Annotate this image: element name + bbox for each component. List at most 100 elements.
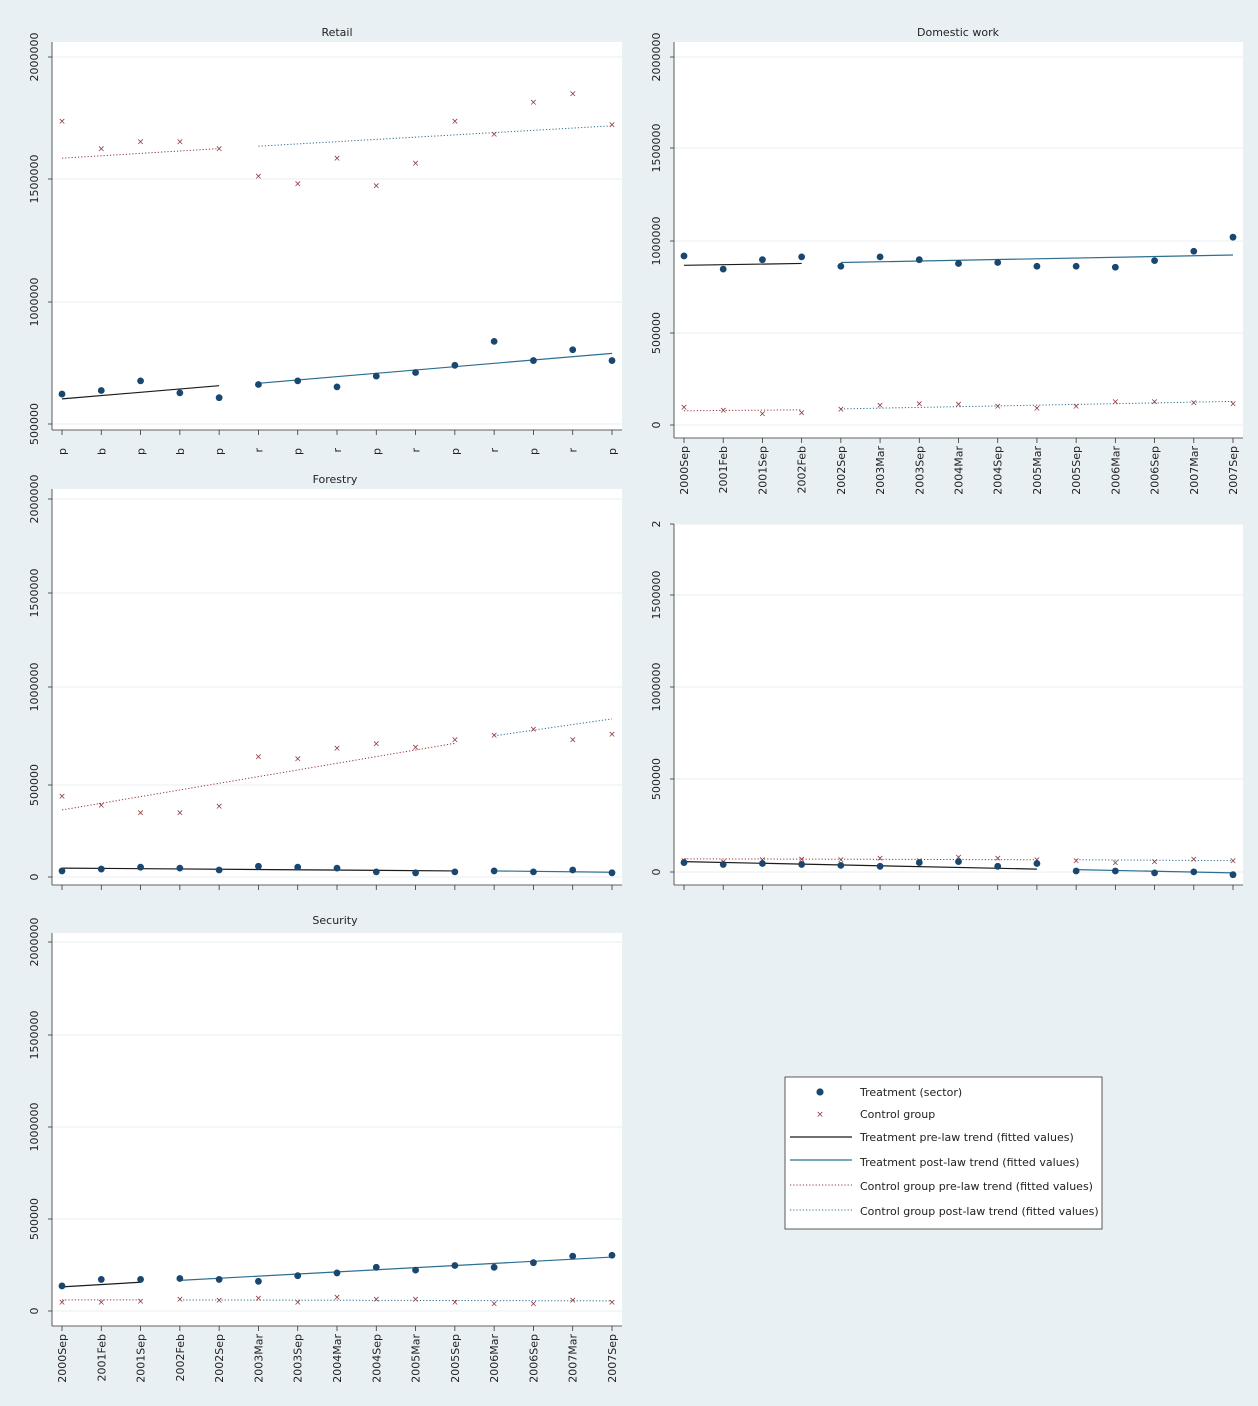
chart-panel-retail: Retail 500000 1000000 1500000 2000000 p b p b p r p…: [28, 26, 622, 455]
treatment-point: [1033, 262, 1041, 270]
treatment-point: [569, 1252, 577, 1260]
treatment-point: [1190, 247, 1198, 255]
control-point: ×: [490, 130, 498, 140]
treatment-point: [490, 867, 498, 875]
x-tick-label: 2004Sep: [370, 1334, 383, 1383]
treatment-point: [759, 860, 766, 867]
control-point: ×: [1229, 857, 1237, 867]
treatment-point: [1072, 262, 1080, 270]
treatment-point: [608, 1251, 616, 1259]
y-tick-label: 0: [28, 874, 41, 881]
control-point: ×: [490, 1300, 498, 1310]
treatment-point: [58, 390, 66, 398]
control-point: ×: [137, 809, 145, 819]
control-point: ×: [451, 1298, 459, 1308]
control-point: ×: [98, 801, 106, 811]
x-tick-label: 2007Sep: [606, 1334, 619, 1383]
x-tick-label: 2006Sep: [527, 1334, 540, 1383]
legend-dot-marker: [816, 1088, 824, 1096]
treatment-point: [97, 1276, 105, 1283]
treatment-point: [176, 864, 184, 872]
treatment-point: [255, 862, 262, 870]
control-point: ×: [994, 402, 1002, 412]
control-point: ×: [608, 121, 616, 131]
treatment-post-trend-line: [258, 352, 613, 384]
treatment-pre-trend-line: [61, 385, 220, 400]
control-point: ×: [1190, 855, 1198, 865]
treatment-post-trend-line: [179, 1256, 613, 1281]
x-tick-label: p: [370, 448, 383, 455]
control-point: ×: [58, 117, 66, 127]
treatment-point: [798, 861, 806, 868]
control-point: ×: [98, 1298, 106, 1308]
y-tick-label: 1000000: [28, 278, 41, 327]
x-tick-label: p: [56, 448, 69, 455]
x-tick-label: 2005Sep: [449, 1334, 462, 1383]
y-tick-label: 0: [28, 1308, 41, 1315]
control-point: ×: [719, 406, 727, 416]
x-tick-label: 2001Sep: [756, 446, 769, 495]
y-tick-label: 0: [650, 422, 663, 429]
x-tick-label: r: [567, 448, 580, 453]
x-tick-label: 2004Mar: [331, 1334, 344, 1383]
treatment-point: [608, 357, 616, 364]
control-point: ×: [294, 179, 302, 189]
x-tick-label: 2002Sep: [213, 1334, 226, 1383]
x-tick-label: b: [174, 448, 187, 455]
panel-title: Forestry: [313, 473, 358, 486]
control-pre-trend-line: [61, 148, 220, 159]
treatment-point: [215, 394, 223, 402]
y-tick-label: 1000000: [650, 663, 663, 712]
control-point: ×: [759, 410, 767, 420]
y-tick-label: 2000000: [28, 918, 41, 967]
control-point: ×: [876, 401, 884, 411]
treatment-point: [333, 1269, 341, 1277]
treatment-point: [294, 863, 302, 871]
control-point: ×: [569, 1296, 577, 1306]
control-point: ×: [333, 744, 341, 754]
treatment-point: [294, 377, 302, 385]
treatment-point: [294, 1272, 302, 1280]
x-tick-label: r: [410, 448, 423, 453]
legend-label: Control group pre-law trend (fitted valu…: [860, 1180, 1093, 1193]
treatment-point: [955, 858, 962, 866]
y-tick-label: 2000000: [28, 33, 41, 82]
control-point: ×: [994, 854, 1002, 864]
control-point: ×: [451, 117, 459, 127]
y-tick-label: 1500000: [650, 124, 663, 173]
treatment-point: [255, 1277, 262, 1285]
treatment-point: [412, 869, 419, 877]
chart-panel-domestic-work: Domestic work 0 500000 1000000 1500000 200000…: [650, 26, 1243, 495]
plot-area: [52, 42, 622, 430]
x-tick-label: p: [135, 448, 148, 455]
control-point: ×: [412, 743, 420, 753]
panel-title: Security: [312, 914, 358, 927]
control-point: ×: [176, 137, 184, 147]
control-point: ×: [876, 854, 884, 864]
x-tick-label: p: [527, 448, 540, 455]
treatment-point: [1190, 868, 1198, 876]
x-tick-label: 2007Mar: [1188, 446, 1201, 495]
legend-item-treatment-post: Treatment post-law trend (fitted values): [790, 1156, 1079, 1169]
treatment-point: [58, 867, 66, 875]
control-point: ×: [373, 182, 381, 192]
treatment-point: [837, 262, 845, 270]
control-pre-trend-line: [61, 742, 455, 811]
control-point: ×: [373, 1295, 381, 1305]
control-point: ×: [955, 853, 963, 863]
control-post-trend-line: [1076, 859, 1234, 862]
control-point: ×: [608, 1298, 616, 1308]
control-point: ×: [837, 856, 845, 866]
legend-box: [784, 1076, 1103, 1230]
treatment-point: [1072, 867, 1080, 875]
x-tick-label: p: [449, 448, 462, 455]
chart-panels: Retail 500000 1000000 1500000 2000000 p b p b p r p…: [28, 26, 1243, 1383]
plot-area: [52, 933, 622, 1326]
treatment-pre-trend-line: [683, 861, 1037, 870]
treatment-point: [137, 863, 144, 871]
treatment-point: [530, 868, 537, 876]
control-pre-trend-line: [683, 858, 1037, 861]
x-tick-label: 2002Sep: [835, 446, 848, 495]
treatment-point: [1111, 867, 1119, 875]
